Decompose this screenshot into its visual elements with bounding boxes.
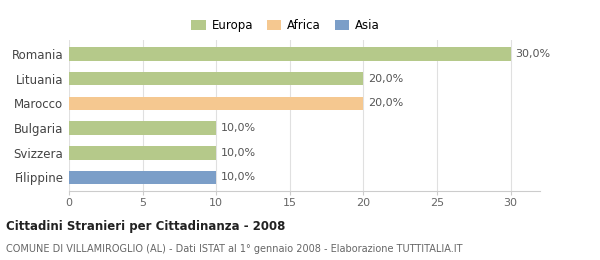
Text: COMUNE DI VILLAMIROGLIO (AL) - Dati ISTAT al 1° gennaio 2008 - Elaborazione TUTT: COMUNE DI VILLAMIROGLIO (AL) - Dati ISTA… [6, 244, 463, 254]
Bar [69, 121, 216, 135]
Bar [69, 96, 364, 110]
Legend: Europa, Africa, Asia: Europa, Africa, Asia [191, 19, 380, 32]
Text: 10,0%: 10,0% [221, 148, 256, 158]
Bar [69, 146, 216, 160]
Bar [69, 72, 364, 86]
Bar [69, 171, 216, 184]
Text: 20,0%: 20,0% [368, 98, 403, 108]
Text: Cittadini Stranieri per Cittadinanza - 2008: Cittadini Stranieri per Cittadinanza - 2… [6, 220, 286, 233]
Text: 10,0%: 10,0% [221, 172, 256, 183]
Text: 30,0%: 30,0% [515, 49, 550, 59]
Text: 10,0%: 10,0% [221, 123, 256, 133]
Text: 20,0%: 20,0% [368, 74, 403, 84]
Bar [69, 47, 511, 61]
